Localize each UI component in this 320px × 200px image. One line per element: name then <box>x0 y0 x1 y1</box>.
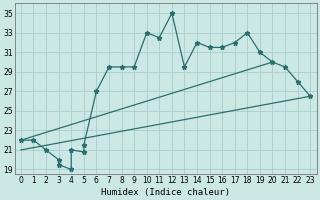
X-axis label: Humidex (Indice chaleur): Humidex (Indice chaleur) <box>101 188 230 197</box>
